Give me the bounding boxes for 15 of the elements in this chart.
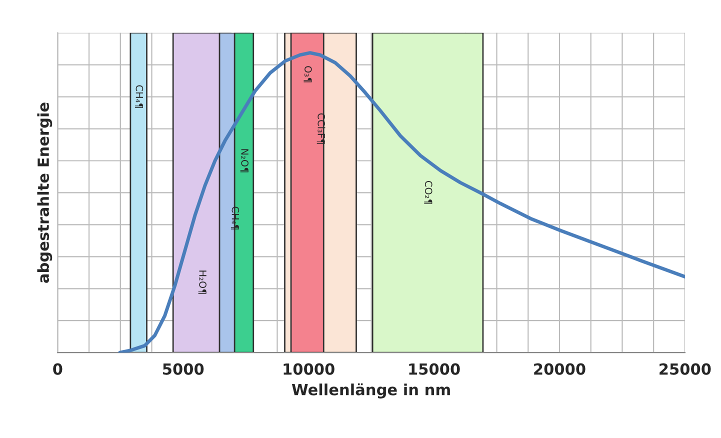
x-tick-label: 20000 (534, 363, 586, 375)
x-tick-label: 10000 (284, 363, 334, 375)
x-tick-label: 25000 (660, 363, 711, 375)
band-label: CH₄¶ (134, 85, 144, 108)
x-tick-label: 15000 (409, 363, 460, 375)
band-label: H₂O¶ (198, 270, 206, 294)
band-label: CH₄¶ (230, 206, 240, 230)
x-axis-title: Wellenlänge in nm (292, 383, 450, 398)
band-label: O₃¶ (304, 66, 312, 82)
x-tick-label: 0 (53, 363, 62, 375)
y-axis-title: abgestrahlte Energie (37, 102, 52, 283)
band-label: CO₂¶ (424, 181, 432, 204)
band-label: CCl₃F¶ (316, 113, 326, 144)
band-label: N₂O¶ (240, 149, 249, 172)
x-tick-label: 5000 (163, 363, 204, 375)
